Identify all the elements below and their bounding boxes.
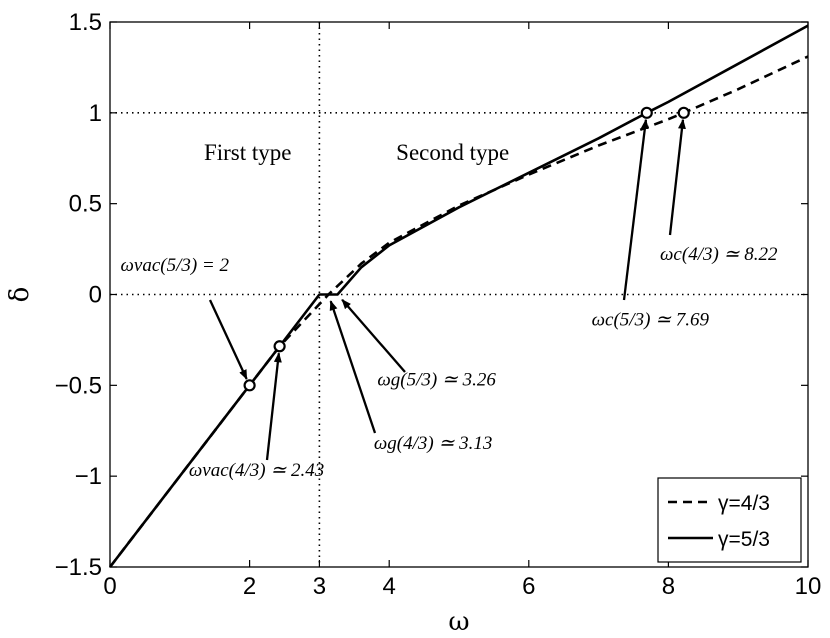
y-tick-label: 1 [89,100,102,127]
x-tick-label: 6 [522,573,535,600]
legend-box [657,477,802,563]
legend-label: γ=5/3 [718,528,770,551]
point-marker [243,379,256,392]
y-tick-label: −1.5 [55,554,102,581]
x-tick-label: 2 [243,573,256,600]
annotation-arrow [329,300,377,434]
annotations: ωvac(5/3) = 2 ωvac(4/3) ≃ 2.43 ωg(5/3) ≃ 3… [120,118,778,481]
y-tick-label: 1.5 [69,9,102,36]
region-labels: First type Second type [204,140,509,165]
legend-items: γ=4/3 γ=5/3 [668,492,770,551]
annotation-text: ωc(5/3) ≃ 7.69 [592,309,710,330]
annotation-arrow [265,352,282,461]
annotation-text: ωc(4/3) ≃ 8.22 [660,244,778,265]
y-tick-label: −0.5 [55,372,102,399]
series-lines [108,24,809,568]
axis-ticks: 0 2 3 4 6 8 10 −1.5 −1 −0.5 0 0.5 1 1.5 [55,9,822,600]
y-tick-label: 0.5 [69,191,102,218]
x-tick-label: 0 [103,573,116,600]
annotation-text: ωg(5/3) ≃ 3.26 [377,369,496,390]
x-tick-label: 8 [662,573,675,600]
y-axis-label: δ [5,287,35,303]
annotation-arrow [622,118,649,301]
x-tick-label: 3 [313,573,326,600]
y-tick-label: 0 [89,282,102,309]
annotation-arrow [208,299,248,380]
legend: γ=4/3 γ=5/3 [657,477,802,563]
x-axis-label: ω [448,607,469,637]
point-marker [677,106,690,119]
annotation-arrow [668,118,686,236]
point-markers [243,106,690,392]
annotation-text: ωg(4/3) ≃ 3.13 [374,433,493,454]
annotation-arrow [341,299,406,373]
x-tick-label: 4 [383,573,396,600]
annotation-text: ωvac(4/3) ≃ 2.43 [189,460,324,481]
legend-label: γ=4/3 [718,492,770,515]
region-label: First type [204,140,292,165]
point-marker [273,340,286,353]
x-tick-label: 10 [795,573,822,600]
series-line-solid [108,24,809,568]
point-marker [640,106,653,119]
region-label: Second type [396,140,509,165]
reference-lines [110,22,808,567]
annotation-text: ωvac(5/3) = 2 [120,255,229,276]
y-tick-label: −1 [75,463,102,490]
